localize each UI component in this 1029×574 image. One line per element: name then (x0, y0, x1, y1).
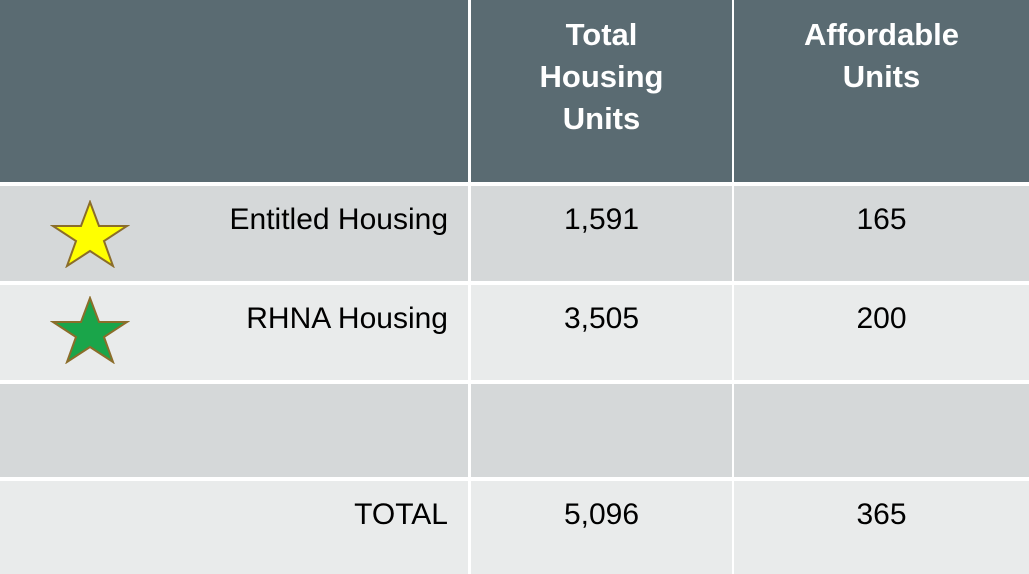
empty-cell (471, 384, 732, 477)
empty-cell (734, 384, 1029, 477)
cell: 1,591 (471, 186, 732, 281)
cell: 165 (734, 186, 1029, 281)
yellow-star (50, 200, 130, 268)
header-cell: Affordable Units (734, 0, 1029, 182)
cell: 3,505 (471, 285, 732, 380)
empty-cell (0, 384, 468, 477)
header-cell (0, 0, 468, 182)
cell: 200 (734, 285, 1029, 380)
row-label: TOTAL (0, 481, 468, 574)
cell: 365 (734, 481, 1029, 574)
green-star (50, 296, 130, 364)
cell: 5,096 (471, 481, 732, 574)
header-cell: Total Housing Units (471, 0, 732, 182)
